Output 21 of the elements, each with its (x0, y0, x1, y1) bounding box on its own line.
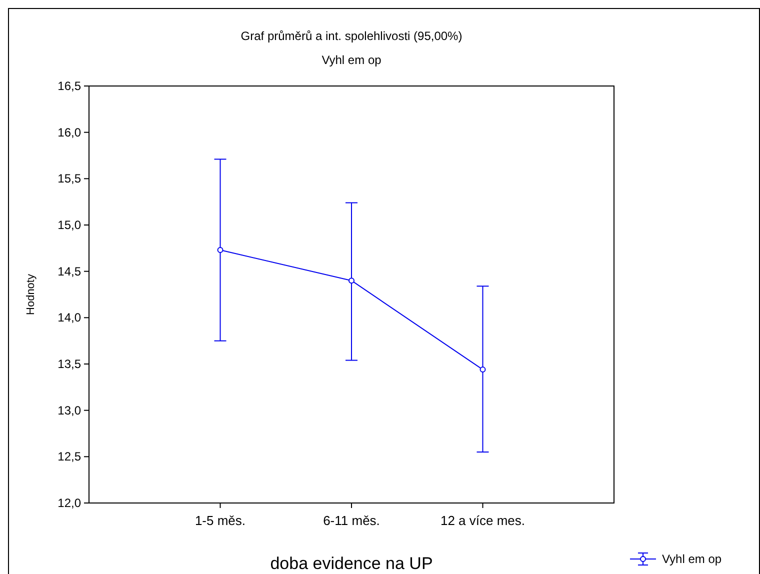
y-tick-label: 13,0 (58, 403, 82, 418)
y-tick-label: 16,5 (58, 79, 82, 93)
x-axis-title: doba evidence na UP (270, 554, 433, 573)
x-tick-label: 1-5 měs. (194, 513, 246, 528)
y-tick-label: 12,5 (58, 450, 82, 464)
x-tick-label: 12 a více mes. (440, 513, 526, 528)
point (480, 366, 486, 373)
y-tick-label: 15,5 (58, 172, 82, 186)
x-tick-label: 6-11 měs. (323, 513, 380, 528)
chart-title: Graf průměrů a int. spolehlivosti (95,00%) (240, 29, 462, 43)
y-tick-label: 15,0 (58, 218, 82, 232)
y-tick-label: 13,5 (58, 357, 82, 371)
point (217, 247, 224, 254)
y-tick-label: 12,0 (58, 496, 82, 510)
y-tick-label: 14,0 (58, 310, 82, 325)
y-axis-title: Hodnoty (25, 274, 37, 315)
point (348, 278, 354, 284)
legend-label: Vyhl em op (662, 552, 722, 566)
y-tick-label: 14,5 (58, 264, 82, 278)
y-tick-label: 16,0 (58, 125, 82, 140)
chart-subtitle: Vyhl em op (322, 53, 382, 67)
